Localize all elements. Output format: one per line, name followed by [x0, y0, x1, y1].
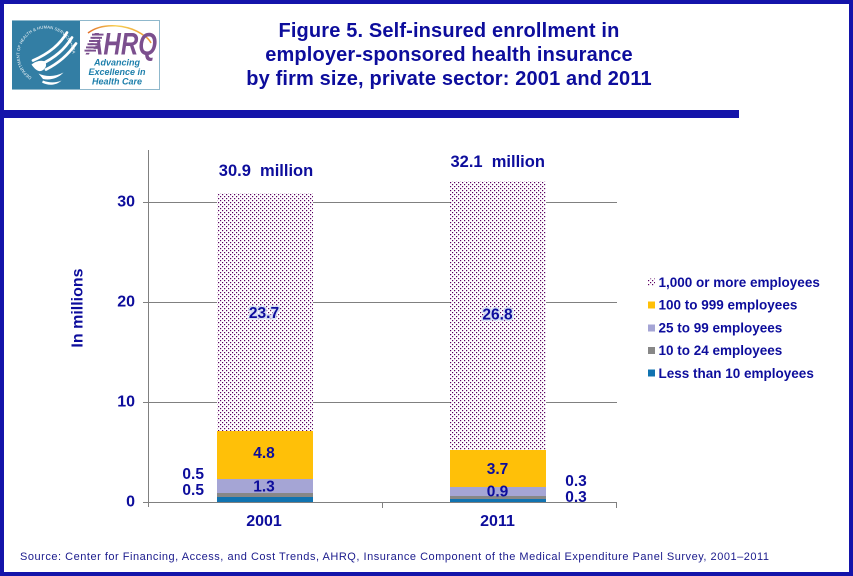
- svg-text:Excellence in: Excellence in: [88, 67, 146, 77]
- svg-text:26.8: 26.8: [482, 307, 513, 324]
- svg-text:10: 10: [117, 394, 135, 411]
- svg-text:0.5: 0.5: [182, 482, 204, 499]
- svg-text:1,000 or more employees: 1,000 or more employees: [659, 275, 820, 290]
- svg-text:0.5: 0.5: [182, 466, 204, 483]
- svg-text:0.9: 0.9: [487, 484, 509, 501]
- svg-text:2011: 2011: [480, 513, 515, 530]
- svg-text:3.7: 3.7: [487, 461, 509, 478]
- svg-text:0: 0: [126, 494, 135, 511]
- svg-text:2001: 2001: [246, 513, 282, 530]
- svg-text:Advancing: Advancing: [93, 58, 141, 68]
- svg-text:100 to 999 employees: 100 to 999 employees: [659, 298, 798, 313]
- svg-text:In millions: In millions: [70, 268, 87, 347]
- svg-text:0.3: 0.3: [565, 473, 587, 490]
- svg-text:1.3: 1.3: [253, 479, 275, 496]
- svg-text:25 to 99 employees: 25 to 99 employees: [659, 320, 783, 335]
- svg-text:Health Care: Health Care: [92, 76, 142, 86]
- svg-text:30: 30: [117, 194, 135, 211]
- svg-text:20: 20: [117, 294, 135, 311]
- svg-text:4.8: 4.8: [253, 445, 275, 462]
- svg-text:23.7: 23.7: [249, 305, 279, 322]
- svg-text:Less than 10 employees: Less than 10 employees: [659, 366, 814, 381]
- svg-text:0.3: 0.3: [565, 489, 587, 506]
- svg-text:32.1 million: 32.1 million: [450, 153, 544, 171]
- svg-text:10 to 24 employees: 10 to 24 employees: [659, 343, 783, 358]
- svg-text:30.9 million: 30.9 million: [219, 162, 313, 180]
